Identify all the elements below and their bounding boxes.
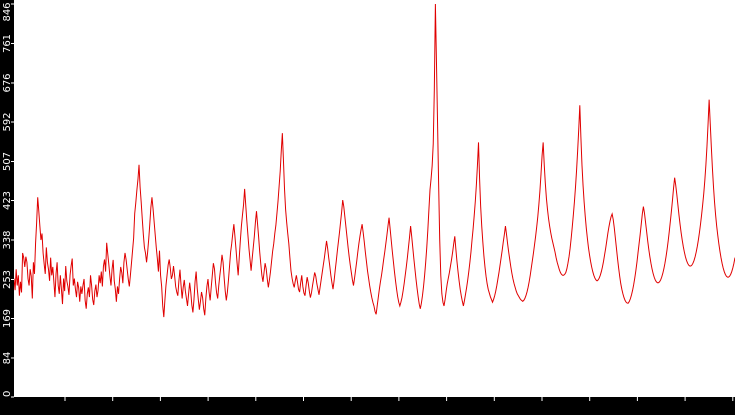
y-tick-label-10: 846 bbox=[2, 2, 13, 21]
y-tick-label-4: 338 bbox=[2, 230, 13, 249]
x-axis: 14:01 14:02 14:03 14:04 14:05 14:06 14:07 14:08… bbox=[51, 397, 735, 415]
x-tick-label-5: 14:06 bbox=[289, 404, 318, 415]
y-tick-label-3: 253 bbox=[2, 270, 13, 289]
y-tick-label-5: 423 bbox=[2, 191, 13, 210]
x-tick-label-6: 14:07 bbox=[337, 404, 366, 415]
y-tick-label-0: 0 bbox=[2, 391, 13, 397]
x-tick-label-2: 14:03 bbox=[146, 404, 175, 415]
y-tick-label-9: 761 bbox=[2, 34, 13, 53]
y-tick-label-2: 169 bbox=[2, 309, 13, 328]
y-axis-band bbox=[0, 0, 14, 397]
x-tick-label-10: 14:11 bbox=[528, 404, 557, 415]
x-tick-label-14: 14 bbox=[727, 404, 735, 415]
x-tick-label-1: 14:02 bbox=[98, 404, 127, 415]
y-tick-label-8: 676 bbox=[2, 73, 13, 92]
y-tick-label-1: 84 bbox=[2, 352, 13, 365]
x-tick-label-7: 14:08 bbox=[384, 404, 413, 415]
x-tick-label-8: 14:09 bbox=[432, 404, 461, 415]
series-layer bbox=[13, 3, 735, 318]
x-tick-label-13: 14:14 bbox=[671, 404, 700, 415]
y-tick-label-6: 507 bbox=[2, 152, 13, 171]
x-tick-label-11: 14:12 bbox=[575, 404, 604, 415]
x-tick-label-0: 14:01 bbox=[51, 404, 80, 415]
y-axis: 0 84 169 253 338 423 507 592 676 761 846 bbox=[2, 2, 14, 398]
x-tick-label-3: 14:04 bbox=[194, 404, 223, 415]
x-tick-label-4: 14:05 bbox=[241, 404, 270, 415]
x-tick-label-9: 14:10 bbox=[480, 404, 509, 415]
y-tick-label-7: 592 bbox=[2, 112, 13, 131]
series-line-0 bbox=[13, 3, 735, 318]
x-axis-band bbox=[0, 397, 735, 415]
x-tick-label-12: 14:13 bbox=[623, 404, 652, 415]
